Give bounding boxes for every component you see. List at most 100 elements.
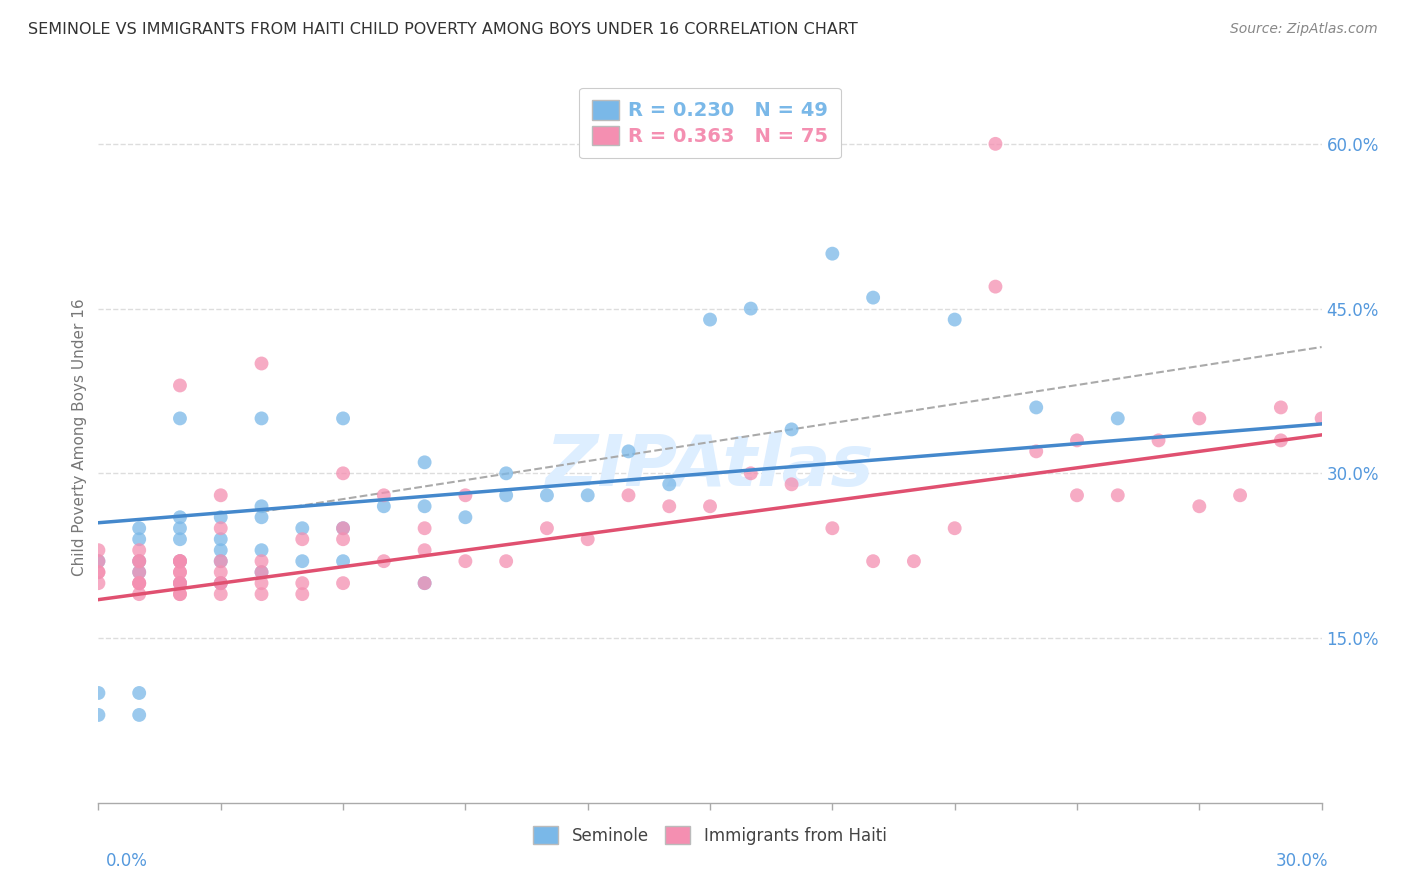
Point <box>169 554 191 568</box>
Point <box>87 686 110 700</box>
Point <box>291 533 314 547</box>
Point <box>536 488 558 502</box>
Point <box>495 467 517 481</box>
Point <box>332 576 354 591</box>
Point <box>862 554 884 568</box>
Text: Source: ZipAtlas.com: Source: ZipAtlas.com <box>1230 22 1378 37</box>
Point <box>128 521 150 535</box>
Point <box>209 510 232 524</box>
Point <box>169 576 191 591</box>
Point <box>1107 488 1129 502</box>
Point <box>413 576 436 591</box>
Point <box>903 554 925 568</box>
Point <box>454 510 477 524</box>
Point <box>1025 401 1047 415</box>
Point <box>1188 411 1211 425</box>
Point <box>943 521 966 535</box>
Point <box>250 500 273 514</box>
Point <box>250 587 273 601</box>
Text: SEMINOLE VS IMMIGRANTS FROM HAITI CHILD POVERTY AMONG BOYS UNDER 16 CORRELATION : SEMINOLE VS IMMIGRANTS FROM HAITI CHILD … <box>28 22 858 37</box>
Point <box>740 467 762 481</box>
Point <box>943 312 966 326</box>
Text: 0.0%: 0.0% <box>105 852 148 870</box>
Point <box>209 576 232 591</box>
Point <box>169 565 191 579</box>
Point <box>780 477 803 491</box>
Text: 30.0%: 30.0% <box>1277 852 1329 870</box>
Point <box>984 279 1007 293</box>
Point <box>250 411 273 425</box>
Point <box>332 521 354 535</box>
Point <box>128 554 150 568</box>
Point <box>454 488 477 502</box>
Point <box>780 422 803 436</box>
Point <box>413 543 436 558</box>
Point <box>169 554 191 568</box>
Point <box>291 521 314 535</box>
Point <box>617 488 640 502</box>
Point <box>169 533 191 547</box>
Point <box>250 554 273 568</box>
Point <box>332 554 354 568</box>
Point <box>699 312 721 326</box>
Point <box>250 543 273 558</box>
Point <box>658 477 681 491</box>
Point <box>128 686 150 700</box>
Point <box>373 488 395 502</box>
Point <box>740 301 762 316</box>
Point <box>291 576 314 591</box>
Point <box>169 565 191 579</box>
Point <box>699 500 721 514</box>
Text: ZIPAtlas: ZIPAtlas <box>546 432 875 500</box>
Point <box>658 500 681 514</box>
Point <box>128 708 150 723</box>
Point <box>169 554 191 568</box>
Point <box>209 576 232 591</box>
Point <box>291 587 314 601</box>
Point <box>413 500 436 514</box>
Point <box>821 521 844 535</box>
Point <box>576 488 599 502</box>
Point <box>332 533 354 547</box>
Point <box>413 576 436 591</box>
Point <box>128 587 150 601</box>
Point <box>1229 488 1251 502</box>
Point <box>169 587 191 601</box>
Point <box>128 543 150 558</box>
Point <box>1066 488 1088 502</box>
Point <box>291 554 314 568</box>
Point <box>87 576 110 591</box>
Point <box>1147 434 1170 448</box>
Point <box>87 565 110 579</box>
Point <box>169 587 191 601</box>
Point <box>984 136 1007 151</box>
Point <box>862 291 884 305</box>
Point <box>128 565 150 579</box>
Point <box>495 488 517 502</box>
Point <box>87 565 110 579</box>
Point <box>128 576 150 591</box>
Point <box>373 500 395 514</box>
Point <box>1310 411 1333 425</box>
Legend: Seminole, Immigrants from Haiti: Seminole, Immigrants from Haiti <box>524 818 896 853</box>
Point <box>209 554 232 568</box>
Point <box>332 521 354 535</box>
Point <box>128 565 150 579</box>
Point <box>128 554 150 568</box>
Point <box>209 554 232 568</box>
Point <box>250 357 273 371</box>
Point <box>169 378 191 392</box>
Point <box>250 565 273 579</box>
Point <box>536 521 558 535</box>
Point <box>1270 434 1292 448</box>
Point <box>250 510 273 524</box>
Point <box>169 554 191 568</box>
Y-axis label: Child Poverty Among Boys Under 16: Child Poverty Among Boys Under 16 <box>72 298 87 576</box>
Point <box>1107 411 1129 425</box>
Point <box>87 708 110 723</box>
Point <box>1188 500 1211 514</box>
Point <box>128 554 150 568</box>
Point <box>87 543 110 558</box>
Point <box>169 510 191 524</box>
Point <box>169 576 191 591</box>
